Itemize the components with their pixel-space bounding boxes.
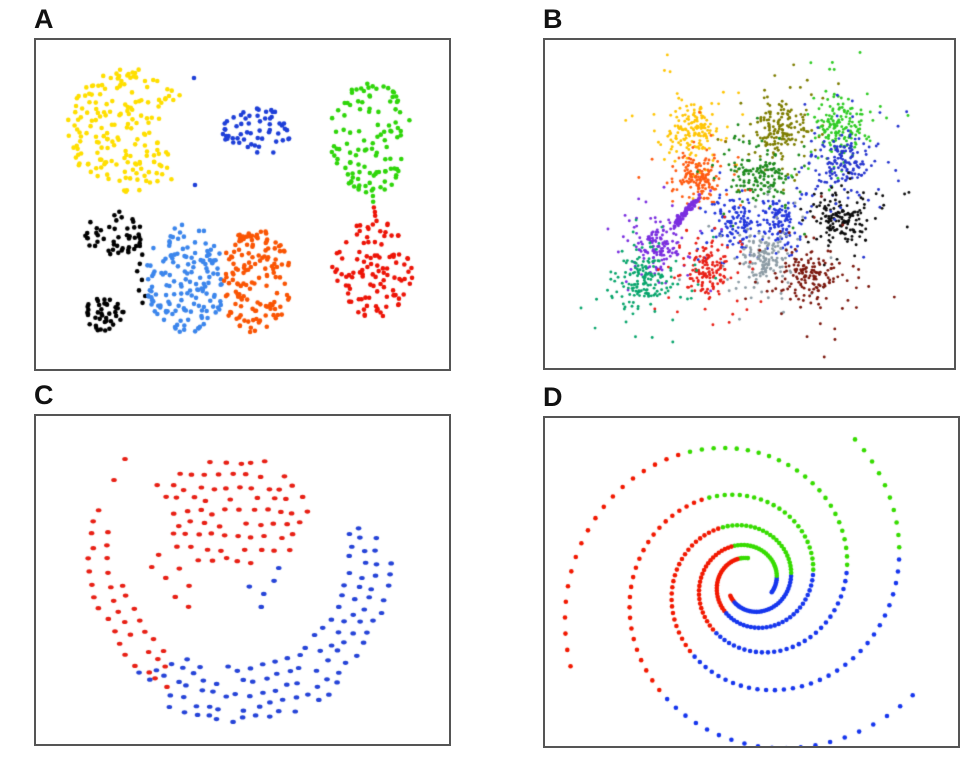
- panel-C-label: C: [34, 380, 55, 410]
- panel-A: A: [34, 6, 451, 371]
- panel-A-label: A: [34, 4, 55, 34]
- panel-D-label: D: [543, 382, 564, 412]
- panel-A-scatter-plot: [34, 38, 451, 371]
- panel-D: D: [543, 384, 960, 748]
- panel-B-scatter-plot: [543, 38, 956, 370]
- panel-D-scatter-plot: [543, 416, 960, 748]
- panel-C-scatter-plot: [34, 414, 451, 746]
- panel-C: C: [34, 382, 451, 746]
- panel-B-label: B: [543, 4, 564, 34]
- panel-B: B: [543, 6, 956, 370]
